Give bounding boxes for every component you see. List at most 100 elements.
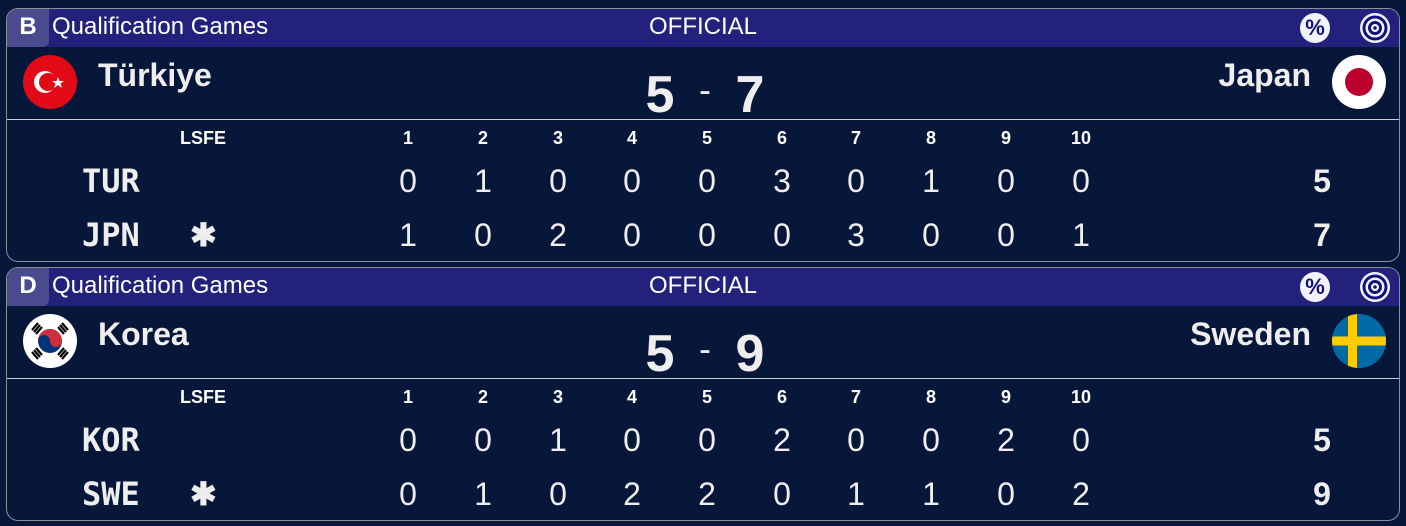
- away-team-name: Sweden: [1190, 316, 1311, 352]
- end-score: 0: [922, 217, 940, 253]
- end-header: 6: [776, 387, 787, 407]
- total-score: 7: [1313, 217, 1331, 253]
- score-separator: -: [699, 328, 711, 369]
- end-header: 4: [626, 128, 637, 148]
- home-score: 5: [645, 66, 675, 124]
- end-score: 0: [698, 217, 716, 253]
- end-score: 0: [623, 163, 641, 199]
- end-score: 0: [474, 422, 492, 458]
- end-header: 8: [925, 387, 936, 407]
- hammer-icon: ✱: [190, 217, 217, 253]
- end-score: 0: [773, 217, 791, 253]
- end-header: 7: [850, 387, 861, 407]
- event-label: Qualification Games: [52, 13, 269, 40]
- end-score: 0: [698, 163, 716, 199]
- end-score: 0: [1072, 422, 1090, 458]
- end-header: 4: [626, 387, 637, 407]
- end-header: 7: [850, 128, 861, 148]
- end-score: 2: [549, 217, 567, 253]
- japan-flag-icon: [1332, 55, 1386, 109]
- end-header: 9: [1000, 128, 1011, 148]
- home-team-name: Türkiye: [98, 57, 212, 93]
- away-team-name: Japan: [1218, 57, 1311, 93]
- game-card[interactable]: D Qualification Games OFFICIAL % Korea 5…: [6, 267, 1400, 521]
- end-score: 1: [922, 476, 940, 512]
- end-score: 1: [1072, 217, 1090, 253]
- korea-flag-icon: [23, 314, 77, 368]
- end-score: 0: [399, 476, 417, 512]
- end-score: 0: [474, 217, 492, 253]
- end-score: 0: [847, 163, 865, 199]
- end-score: 1: [399, 217, 417, 253]
- end-score: 1: [474, 476, 492, 512]
- end-score: 2: [698, 476, 716, 512]
- end-score: 1: [549, 422, 567, 458]
- sheet-badge: B: [7, 9, 49, 47]
- score-separator: -: [699, 69, 711, 110]
- end-header: 3: [552, 128, 563, 148]
- divider: [7, 119, 1399, 120]
- end-score: 0: [623, 217, 641, 253]
- end-score: 0: [549, 476, 567, 512]
- end-score: 2: [1072, 476, 1090, 512]
- away-score: 7: [735, 66, 765, 124]
- end-score: 1: [847, 476, 865, 512]
- end-score: 0: [399, 422, 417, 458]
- end-header: 10: [1070, 128, 1092, 148]
- end-header: 2: [477, 128, 488, 148]
- away-score: 9: [735, 325, 765, 383]
- end-score: 0: [773, 476, 791, 512]
- home-score: 5: [645, 325, 675, 383]
- card-header: [7, 268, 1399, 306]
- end-score: 0: [997, 476, 1015, 512]
- home-team-name: Korea: [98, 316, 189, 352]
- game-card[interactable]: B Qualification Games OFFICIAL % Türkiye…: [6, 8, 1400, 262]
- end-header: 1: [402, 387, 413, 407]
- end-score: 0: [997, 163, 1015, 199]
- total-score: 5: [1313, 422, 1331, 458]
- end-header: 1: [402, 128, 413, 148]
- end-score: 2: [623, 476, 641, 512]
- end-score: 3: [773, 163, 791, 199]
- end-score: 0: [623, 422, 641, 458]
- end-header: 3: [552, 387, 563, 407]
- divider: [7, 378, 1399, 379]
- sheet-badge: D: [7, 268, 49, 306]
- end-header: 9: [1000, 387, 1011, 407]
- lsfe-header: LSFE: [179, 128, 226, 148]
- target-icon[interactable]: [1360, 272, 1390, 302]
- end-header: 8: [925, 128, 936, 148]
- end-score: 0: [1072, 163, 1090, 199]
- end-header: 10: [1070, 387, 1092, 407]
- team-code: KOR: [82, 421, 140, 459]
- turkey-flag-icon: [23, 55, 77, 109]
- target-icon[interactable]: [1360, 13, 1390, 43]
- end-score: 0: [698, 422, 716, 458]
- end-score: 0: [997, 217, 1015, 253]
- total-score: 9: [1313, 476, 1331, 512]
- total-score: 5: [1313, 163, 1331, 199]
- end-score: 2: [997, 422, 1015, 458]
- end-score: 1: [922, 163, 940, 199]
- end-header: 5: [701, 387, 712, 407]
- event-label: Qualification Games: [52, 272, 269, 299]
- end-header: 2: [477, 387, 488, 407]
- card-header: [7, 9, 1399, 47]
- end-score: 3: [847, 217, 865, 253]
- end-score: 0: [847, 422, 865, 458]
- percent-icon[interactable]: %: [1300, 272, 1330, 302]
- lsfe-header: LSFE: [179, 387, 226, 407]
- team-code: SWE: [82, 475, 140, 513]
- team-code: TUR: [82, 162, 140, 200]
- end-score: 2: [773, 422, 791, 458]
- sweden-flag-icon: [1332, 314, 1386, 368]
- end-score: 0: [549, 163, 567, 199]
- end-header: 5: [701, 128, 712, 148]
- end-score: 0: [922, 422, 940, 458]
- end-header: 6: [776, 128, 787, 148]
- team-code: JPN: [82, 216, 140, 254]
- percent-icon[interactable]: %: [1300, 13, 1330, 43]
- end-score: 1: [474, 163, 492, 199]
- end-score: 0: [399, 163, 417, 199]
- hammer-icon: ✱: [190, 476, 217, 512]
